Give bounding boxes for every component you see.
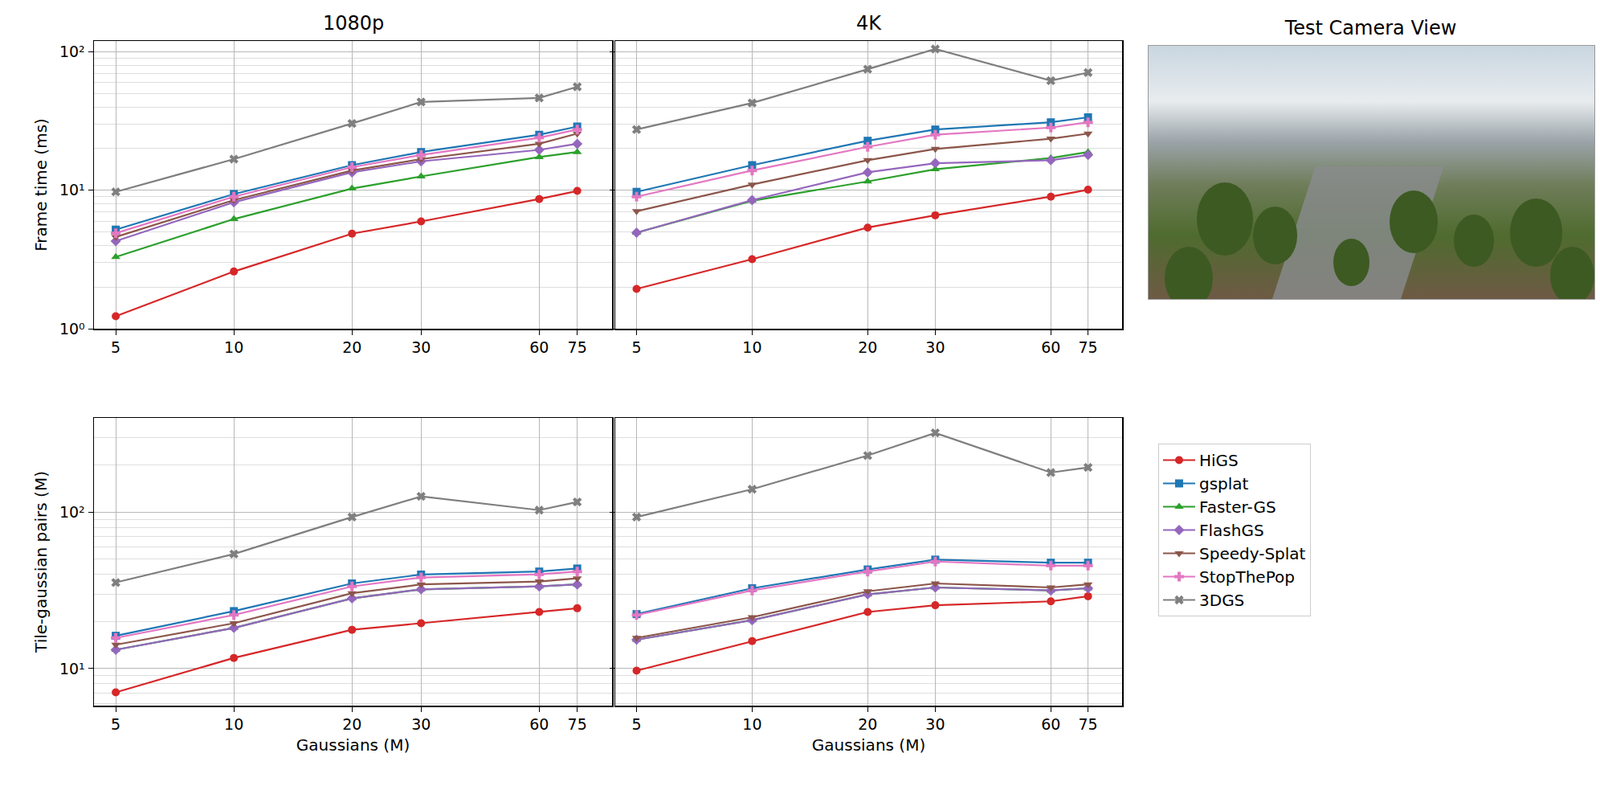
svg-text:5: 5: [110, 338, 121, 356]
svg-text:60: 60: [529, 338, 549, 356]
svg-text:30: 30: [411, 338, 431, 356]
svg-text:10¹: 10¹: [59, 180, 86, 199]
svg-text:gsplat: gsplat: [1199, 473, 1249, 494]
svg-text:20: 20: [857, 714, 878, 733]
svg-text:75: 75: [567, 338, 588, 356]
svg-text:10: 10: [742, 338, 762, 356]
svg-text:5: 5: [631, 714, 641, 733]
svg-text:4K: 4K: [856, 12, 882, 35]
svg-text:StopThePop: StopThePop: [1199, 567, 1295, 587]
svg-text:10¹: 10¹: [59, 659, 86, 678]
svg-text:10⁰: 10⁰: [59, 319, 86, 338]
svg-text:60: 60: [529, 714, 549, 733]
svg-text:1080p: 1080p: [322, 12, 384, 35]
svg-text:HiGS: HiGS: [1199, 450, 1239, 470]
svg-text:75: 75: [567, 714, 588, 733]
svg-text:Gaussians (M): Gaussians (M): [296, 734, 410, 755]
svg-text:75: 75: [1078, 338, 1098, 356]
svg-text:10²: 10²: [59, 42, 86, 61]
svg-text:30: 30: [925, 714, 945, 733]
svg-text:10: 10: [224, 338, 244, 356]
svg-text:10: 10: [742, 714, 762, 733]
svg-text:5: 5: [110, 714, 121, 733]
html-text:Test Camera View: Test Camera View: [1284, 16, 1457, 40]
svg-text:Faster-GS: Faster-GS: [1199, 497, 1277, 517]
svg-text:30: 30: [925, 338, 945, 356]
svg-text:5: 5: [631, 338, 641, 356]
svg-text:Speedy-Splat: Speedy-Splat: [1199, 543, 1307, 564]
svg-text:Tile-gaussian pairs (M): Tile-gaussian pairs (M): [31, 470, 51, 654]
svg-text:Frame time (ms): Frame time (ms): [31, 118, 51, 252]
svg-text:20: 20: [342, 714, 362, 733]
svg-text:60: 60: [1040, 714, 1061, 733]
svg-text:20: 20: [342, 338, 362, 356]
svg-text:30: 30: [411, 714, 431, 733]
svg-text:75: 75: [1078, 714, 1098, 733]
svg-text:10: 10: [224, 714, 244, 733]
svg-text:10²: 10²: [59, 502, 86, 521]
svg-text:60: 60: [1040, 338, 1061, 356]
svg-text:Gaussians (M): Gaussians (M): [812, 734, 926, 755]
svg-text:3DGS: 3DGS: [1199, 590, 1245, 610]
svg-text:FlashGS: FlashGS: [1199, 520, 1265, 540]
svg-text:20: 20: [857, 338, 878, 356]
